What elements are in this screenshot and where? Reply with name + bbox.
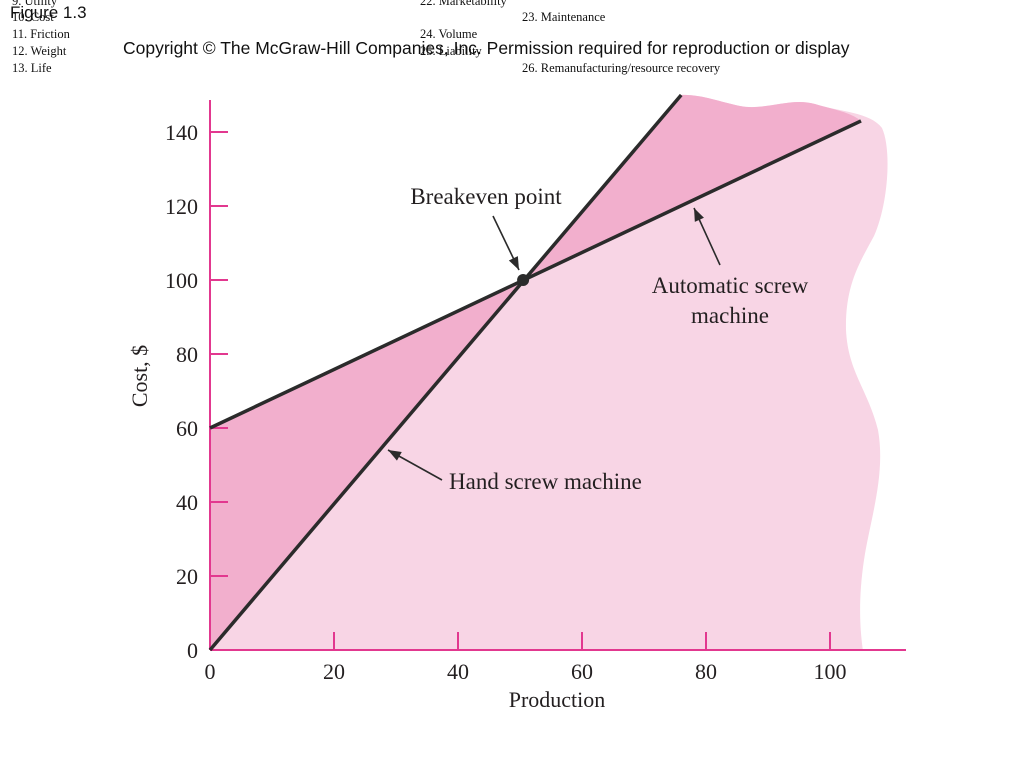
chart-labels: Breakeven point Automatic screw machine Han… — [387, 184, 809, 494]
annotation-breakeven-point: Breakeven point — [410, 184, 562, 209]
background-list-item: 13. Life — [12, 61, 52, 75]
y-tick-label: 140 — [165, 120, 198, 145]
series-hand-screw-machine — [208, 93, 683, 652]
background-list-item: 23. Maintenance — [522, 10, 606, 24]
background-list-item: 9. Utility — [12, 0, 58, 8]
figure-label: Figure 1.3 — [10, 3, 87, 22]
y-tick-label: 120 — [165, 194, 198, 219]
y-tick-label: 100 — [165, 268, 198, 293]
background-list-item: 26. Remanufacturing/resource recovery — [522, 61, 721, 75]
copyright-notice: Copyright © The McGraw-Hill Companies, I… — [123, 38, 850, 58]
x-axis-title: Production — [509, 687, 606, 712]
x-tick-label: 80 — [695, 659, 717, 684]
x-tick-label: 60 — [571, 659, 593, 684]
arrow-automatic-screw-machine-head — [694, 208, 704, 222]
x-tick-label: 0 — [205, 659, 216, 684]
background-list-item: 25. Liability — [420, 44, 482, 58]
arrow-breakeven-point-head — [508, 256, 519, 270]
region-background — [210, 94, 888, 650]
annotation-hand-screw-machine: Hand screw machine — [449, 469, 642, 494]
y-tick-label: 40 — [176, 490, 198, 515]
y-tick-label: 0 — [187, 638, 198, 663]
y-tick-label: 80 — [176, 342, 198, 367]
chart-regions — [210, 94, 888, 650]
y-tick-label: 60 — [176, 416, 198, 441]
arrow-hand-screw-machine-head — [388, 450, 402, 461]
annotation-line: machine — [691, 303, 769, 328]
series-automatic-screw-machine — [209, 119, 862, 430]
background-list-item: 24. Volume — [420, 27, 478, 41]
region-right-of-breakeven — [523, 94, 861, 280]
x-tick-label: 100 — [814, 659, 847, 684]
annotation-automatic-screw-machine: Automatic screw machine — [652, 273, 809, 328]
y-tick-label: 20 — [176, 564, 198, 589]
background-list-item: 10. Cost — [12, 10, 54, 24]
annotation-line: Automatic screw — [652, 273, 809, 298]
y-axis-title: Cost, $ — [127, 345, 152, 407]
x-tick-label: 40 — [447, 659, 469, 684]
breakeven-point-marker — [517, 274, 530, 286]
background-list-item: 22. Marketability — [420, 0, 507, 8]
background-list-item: 12. Weight — [12, 44, 67, 58]
background-list-item: 11. Friction — [12, 27, 70, 41]
x-tick-label: 20 — [323, 659, 345, 684]
chart-series — [208, 93, 862, 652]
chart-axes: 0 20 40 60 80 100 120 140 0 20 40 60 80 100 Production… — [127, 100, 906, 712]
